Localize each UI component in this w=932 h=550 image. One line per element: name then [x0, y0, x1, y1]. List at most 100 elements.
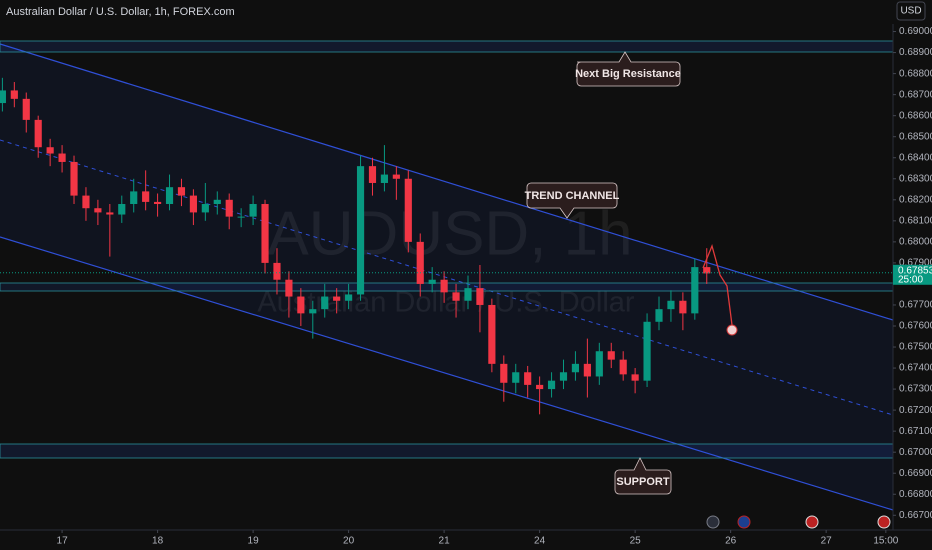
candle-body: [142, 191, 150, 202]
y-tick-label: 0.67600: [899, 321, 932, 332]
projection-path: [702, 243, 733, 326]
candle-body: [607, 351, 615, 360]
candle-body: [428, 279, 436, 284]
annotation-text: SUPPORT: [616, 476, 669, 488]
candle-body: [583, 363, 591, 377]
candle-body: [536, 384, 544, 390]
candle-body: [345, 294, 353, 301]
channel-middle: [0, 139, 894, 416]
candle-body: [273, 262, 281, 280]
annotation-box: [526, 182, 618, 219]
candle-body: [595, 351, 603, 377]
event-icon[interactable]: [877, 515, 891, 529]
last-price-box: [893, 264, 932, 285]
y-tick-label: 0.68800: [899, 68, 932, 79]
x-tick-label: 24: [534, 536, 546, 547]
candle-body: [368, 166, 377, 183]
y-tick-label: 0.68200: [899, 194, 932, 205]
candle-body: [237, 216, 245, 218]
candle-body: [631, 374, 639, 381]
candle-body: [10, 90, 18, 99]
candle-body: [177, 187, 186, 196]
projection-icon: [726, 324, 738, 336]
event-icon[interactable]: [737, 515, 751, 529]
y-tick-label: 0.69000: [899, 26, 932, 37]
candle-body: [392, 174, 400, 179]
annotation: Next Big Resistance: [575, 51, 681, 87]
y-tick-label: 0.68900: [899, 47, 932, 58]
x-tick-label: 26: [725, 536, 737, 547]
event-icon[interactable]: [706, 515, 720, 529]
x-tick-label: 15:00: [873, 536, 898, 547]
candle-body: [380, 174, 389, 183]
candle-body: [94, 208, 102, 213]
last-price-label: 0.67853: [898, 265, 932, 276]
y-tick-label: 0.67000: [899, 447, 932, 458]
candle-body: [309, 309, 317, 314]
candle-body: [321, 296, 329, 310]
candle-body: [154, 201, 162, 205]
x-tick-label: 27: [821, 536, 833, 547]
currency-button[interactable]: [896, 1, 926, 21]
candle-body: [547, 380, 556, 390]
candle-body: [130, 191, 138, 205]
candle-body: [679, 300, 687, 314]
candle-body: [416, 241, 424, 284]
candle-body: [500, 363, 508, 383]
candle-body: [559, 372, 568, 381]
candle-body: [46, 147, 54, 154]
candle-body: [691, 267, 699, 314]
candle-body: [524, 372, 532, 385]
candle-body: [0, 90, 6, 104]
currency-label[interactable]: USD: [900, 6, 921, 17]
candle-body: [464, 288, 472, 301]
candle-body: [619, 359, 627, 375]
event-icon[interactable]: [805, 515, 819, 529]
channel-upper: [0, 43, 894, 321]
candle-body: [512, 372, 520, 383]
y-tick-label: 0.68700: [899, 89, 932, 100]
candle-body: [165, 187, 174, 205]
x-tick-label: 18: [152, 536, 164, 547]
candle-body: [655, 309, 663, 322]
candle-body: [118, 204, 126, 215]
x-tick-label: 19: [248, 536, 260, 547]
candle-body: [404, 178, 412, 242]
y-tick-label: 0.68300: [899, 173, 932, 184]
candle-body: [106, 212, 114, 215]
candle-body: [201, 204, 209, 213]
support-zone: [0, 443, 894, 459]
y-tick-label: 0.68100: [899, 215, 932, 226]
candle-body: [356, 166, 365, 295]
y-tick-label: 0.67100: [899, 426, 932, 437]
y-tick-label: 0.68600: [899, 110, 932, 121]
annotation-text: TREND CHANNEL: [525, 190, 620, 202]
x-tick-label: 25: [630, 536, 642, 547]
candle-body: [213, 199, 221, 205]
candle-body: [82, 195, 90, 209]
annotation-text: Next Big Resistance: [575, 68, 681, 80]
annotation-box: [576, 51, 681, 87]
y-tick-label: 0.66700: [899, 510, 932, 521]
candle-body: [261, 204, 269, 263]
candle-body: [189, 195, 197, 213]
resistance-zone: [0, 40, 894, 53]
annotation-box: [614, 457, 672, 495]
y-tick-label: 0.67700: [899, 300, 932, 311]
countdown-label: 25:00: [898, 274, 923, 285]
candle-body: [22, 98, 30, 120]
x-tick-label: 21: [439, 536, 451, 547]
y-tick-label: 0.66800: [899, 489, 932, 500]
candle-body: [488, 304, 496, 364]
y-tick-label: 0.68000: [899, 237, 932, 248]
chart-title: Australian Dollar / U.S. Dollar, 1h, FOR…: [6, 6, 235, 18]
candle-body: [703, 267, 711, 274]
candle-body: [571, 363, 580, 373]
candle-body: [643, 321, 651, 381]
y-tick-label: 0.67300: [899, 384, 932, 395]
channel-lower: [0, 236, 894, 511]
candle-body: [249, 204, 257, 217]
plot: [0, 77, 711, 415]
y-tick-label: 0.67900: [899, 258, 932, 269]
